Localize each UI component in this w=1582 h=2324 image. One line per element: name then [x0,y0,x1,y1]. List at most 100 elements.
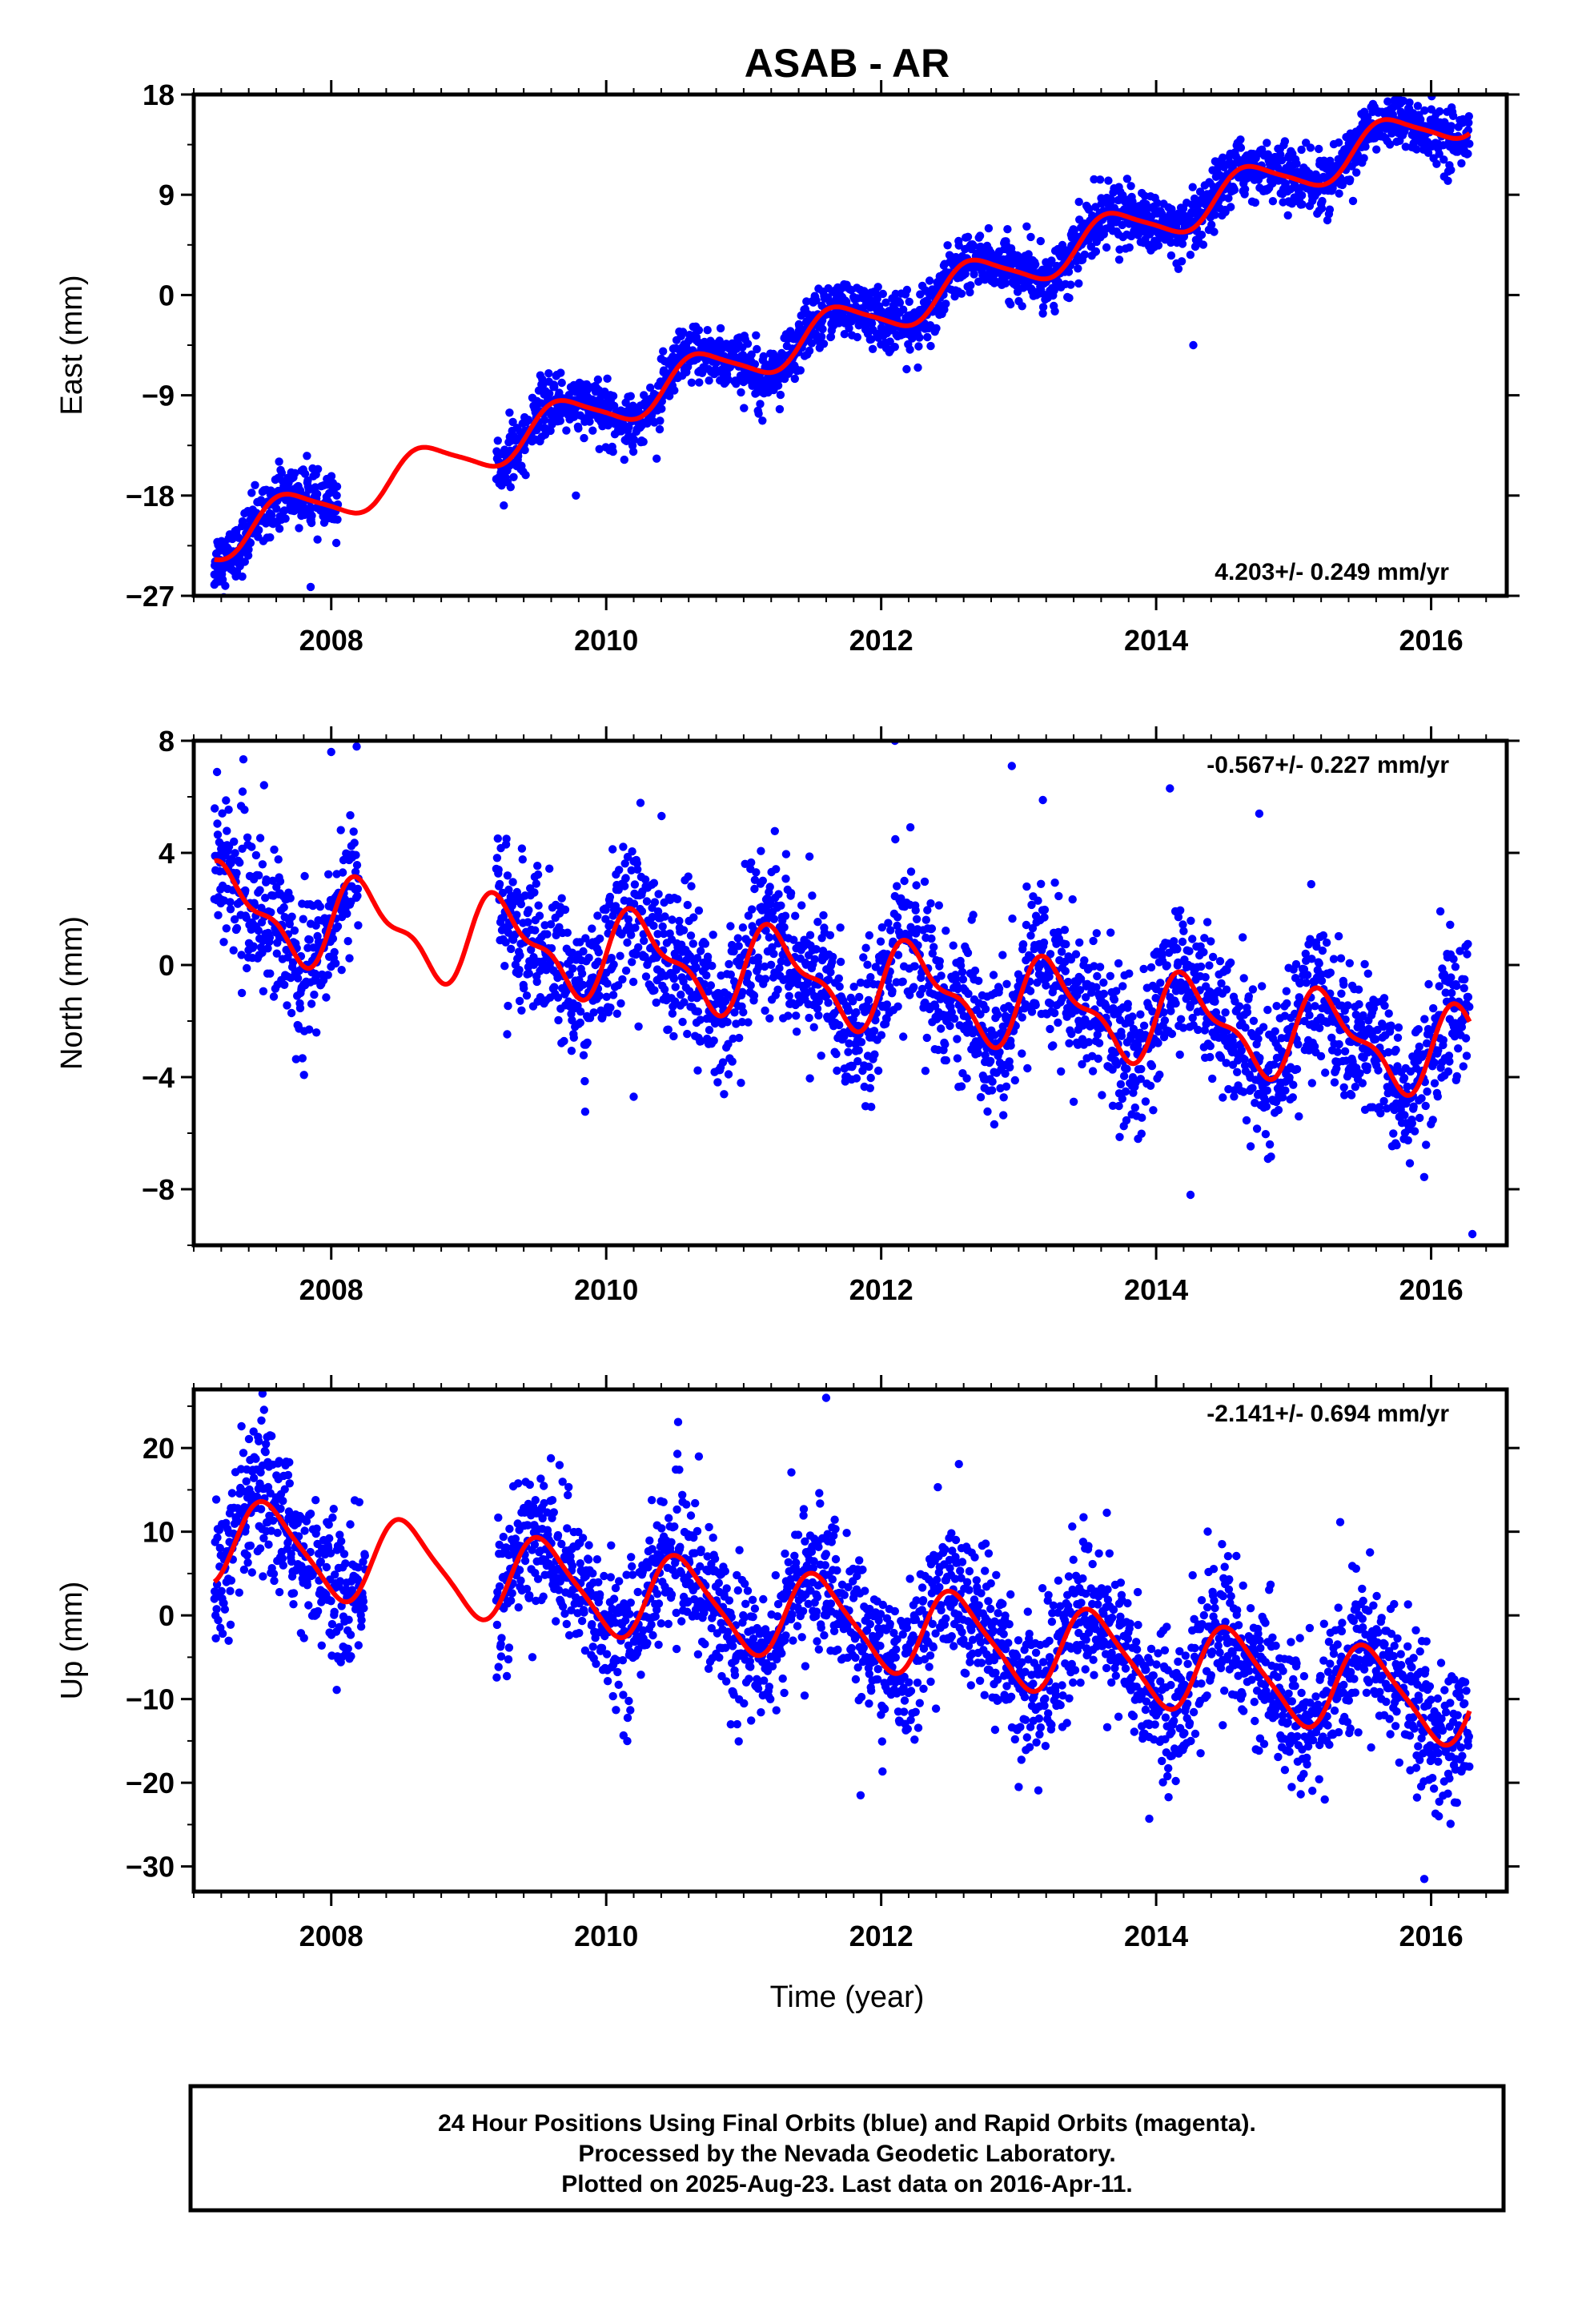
data-point [532,977,541,987]
data-point [493,834,502,843]
data-point [1106,971,1115,981]
data-point [1093,1030,1102,1039]
data-point [618,975,627,984]
data-point [1018,1049,1026,1058]
data-point [515,966,524,975]
data-point [1068,895,1077,904]
data-point [1302,979,1311,987]
data-point [705,376,713,385]
data-point [921,1067,930,1076]
data-point [976,1092,986,1102]
data-point [747,350,756,359]
data-point [254,926,263,935]
data-point [984,223,994,233]
data-point [915,333,924,342]
data-point [701,963,710,972]
data-point [649,879,659,887]
data-point [770,826,779,836]
data-point [873,283,882,292]
data-point [765,883,774,891]
data-point [658,922,667,931]
data-point [685,987,694,995]
data-point [593,911,602,920]
data-point [1112,987,1121,995]
data-point [1464,149,1472,159]
data-point [895,298,905,308]
data-point [852,1007,861,1017]
data-point [1361,142,1370,151]
data-point [323,971,332,979]
data-point [1050,1008,1059,1018]
data-point [893,921,901,931]
data-point [998,951,1007,959]
data-point [1259,1023,1268,1031]
data-point [1110,995,1119,1004]
data-point [677,990,685,999]
data-point [336,826,345,834]
data-point [1211,211,1219,219]
data-point [958,975,968,984]
data-point [1197,231,1207,239]
data-point [748,905,757,914]
data-point [515,996,524,1006]
data-point [693,954,702,963]
data-point [1095,175,1105,184]
data-point [986,1056,995,1066]
data-point [299,915,307,923]
data-point [1040,905,1050,915]
data-point [1297,191,1307,200]
data-point [1200,934,1209,943]
chart-title: ASAB - AR [745,41,950,86]
data-point [1154,241,1163,250]
data-point [983,1107,992,1116]
data-point [942,927,950,935]
data-point [640,936,648,946]
data-point [1146,1081,1155,1091]
data-point [354,921,363,930]
data-point [312,489,322,499]
data-point [636,798,645,807]
data-point [878,289,888,299]
data-point [520,983,528,993]
data-point [1188,935,1197,943]
data-point [737,1018,747,1027]
data-point [1303,971,1312,979]
data-point [1074,264,1082,273]
data-point [1207,220,1216,229]
data-point [577,969,587,978]
data-point [517,1006,526,1015]
data-point [716,324,725,333]
data-point [649,921,658,931]
data-point [602,992,611,1002]
data-point [1061,967,1070,975]
data-point [305,935,314,944]
data-point [924,981,934,991]
data-point [1233,1068,1242,1077]
data-point [724,1039,733,1048]
data-point [670,386,679,395]
data-point [494,865,503,875]
data-point [222,796,231,805]
data-point [594,947,603,957]
data-point [1090,175,1098,184]
data-point [312,1028,321,1037]
data-point [703,952,713,961]
east-y-axis-label: East (mm) [55,275,89,415]
data-point [574,424,583,433]
data-point [923,906,932,915]
data-point [1334,138,1343,147]
data-point [583,1038,592,1047]
data-point [1435,107,1444,116]
x-tick-label: 2012 [849,624,913,657]
data-point [1046,950,1055,959]
data-point [578,980,588,990]
data-point [300,469,310,478]
outlier-point [572,491,580,500]
data-point [279,903,288,912]
outlier-point [306,582,315,592]
data-point [701,939,710,948]
data-point [1028,923,1038,933]
data-point [221,581,230,590]
data-point [621,966,631,975]
data-point [1074,197,1083,207]
